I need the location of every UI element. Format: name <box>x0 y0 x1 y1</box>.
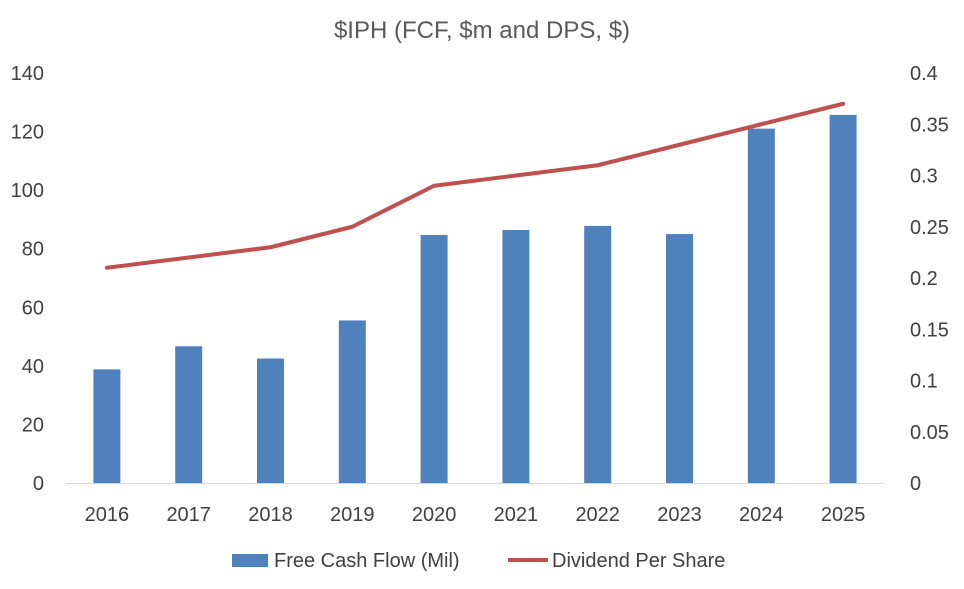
left-axis-ticks: 0 20 40 60 80 100 120 140 <box>11 63 44 495</box>
right-tick-label: 0.15 <box>910 319 949 341</box>
x-tick-label: 2024 <box>739 504 784 526</box>
left-tick-label: 80 <box>22 239 44 261</box>
fcf-bar <box>257 358 284 483</box>
fcf-bar <box>420 234 448 483</box>
x-tick-label: 2022 <box>575 504 620 526</box>
left-tick-label: 100 <box>11 180 44 202</box>
legend-swatch-fcf <box>232 554 268 567</box>
left-tick-label: 140 <box>11 63 44 85</box>
right-tick-label: 0.4 <box>910 63 938 85</box>
left-tick-label: 0 <box>33 473 44 495</box>
x-tick-label: 2018 <box>248 504 293 526</box>
left-tick-label: 120 <box>11 122 44 144</box>
x-tick-label: 2023 <box>657 504 702 526</box>
right-tick-label: 0.25 <box>910 217 949 239</box>
fcf-bar <box>666 234 693 483</box>
right-tick-label: 0.05 <box>910 422 949 444</box>
dps-line <box>104 101 846 270</box>
x-axis-ticks: 2016 2017 2018 2019 2020 2021 2022 2023 2024 2025 <box>85 504 866 526</box>
right-tick-label: 0 <box>910 473 921 495</box>
fcf-bar <box>175 346 203 483</box>
fcf-bars <box>93 114 857 483</box>
right-axis-ticks: 0 0.05 0.1 0.15 0.2 0.25 0.3 0.35 0.4 <box>910 63 949 495</box>
x-tick-label: 2019 <box>330 504 375 526</box>
left-tick-label: 20 <box>22 414 44 436</box>
x-tick-label: 2016 <box>85 504 130 526</box>
right-tick-label: 0.3 <box>910 166 938 188</box>
fcf-bar <box>93 369 121 483</box>
legend-label-fcf: Free Cash Flow (Mil) <box>274 550 460 572</box>
chart-title: $IPH (FCF, $m and DPS, $) <box>334 17 630 44</box>
right-tick-label: 0.1 <box>910 371 938 393</box>
x-tick-label: 2021 <box>494 504 539 526</box>
fcf-bar <box>747 128 775 483</box>
fcf-bar <box>584 225 612 483</box>
fcf-bar <box>502 229 530 483</box>
legend: Free Cash Flow (Mil) Dividend Per Share <box>232 550 725 572</box>
left-tick-label: 60 <box>22 297 44 319</box>
left-tick-label: 40 <box>22 356 44 378</box>
dps-line-series <box>104 101 846 270</box>
fcf-bar <box>829 114 857 483</box>
x-tick-label: 2025 <box>821 504 866 526</box>
right-tick-label: 0.2 <box>910 268 938 290</box>
fcf-bar <box>338 320 366 483</box>
x-tick-label: 2017 <box>166 504 211 526</box>
legend-label-dps: Dividend Per Share <box>552 550 725 572</box>
x-tick-label: 2020 <box>412 504 457 526</box>
right-tick-label: 0.35 <box>910 114 949 136</box>
